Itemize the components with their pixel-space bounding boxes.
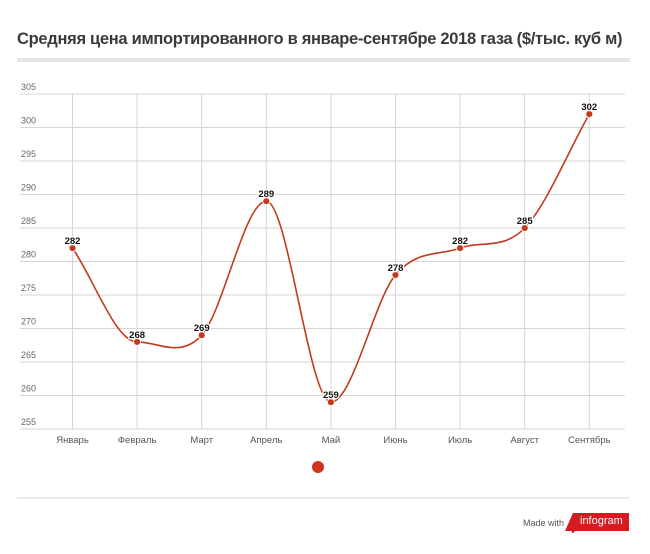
chart-title: Средняя цена импортированного в январе-с… xyxy=(17,30,623,48)
line-chart: 305 300 295 290 285 280 275 270 265 260 255 Январь Ф… xyxy=(20,82,625,446)
infogram-logo[interactable] xyxy=(565,513,629,533)
y-tick-label: 275 xyxy=(21,283,36,293)
made-with-label: Made with xyxy=(523,518,565,528)
y-tick-label: 280 xyxy=(21,250,36,260)
data-label: 289 xyxy=(258,189,274,200)
legend-marker[interactable] xyxy=(312,461,324,473)
x-tick-label: Август xyxy=(510,435,539,446)
data-label: 282 xyxy=(452,236,468,247)
data-label: 259 xyxy=(323,390,339,401)
y-tick-label: 300 xyxy=(21,116,36,126)
data-label: 278 xyxy=(388,263,404,274)
series-line xyxy=(71,113,590,404)
data-point xyxy=(197,331,206,340)
data-point xyxy=(391,270,400,279)
y-tick-label: 270 xyxy=(21,317,36,327)
y-tick-label: 265 xyxy=(21,350,36,360)
x-tick-label: Январь xyxy=(56,435,89,446)
y-tick-label: 285 xyxy=(21,216,36,226)
y-tick-label: 295 xyxy=(21,149,36,159)
data-label: 282 xyxy=(65,236,81,247)
x-tick-label: Сентябрь xyxy=(568,435,611,446)
infogram-brand[interactable]: infogram xyxy=(580,515,623,527)
data-point xyxy=(133,337,142,346)
y-tick-label: 305 xyxy=(21,82,36,92)
x-tick-label: Март xyxy=(190,435,213,446)
data-point xyxy=(68,244,77,253)
data-point xyxy=(520,224,529,232)
x-tick-label: Июль xyxy=(448,435,472,446)
data-point xyxy=(585,110,594,118)
data-label: 269 xyxy=(194,323,210,334)
y-tick-label: 260 xyxy=(21,384,36,394)
y-tick-label: 255 xyxy=(21,417,36,427)
data-label: 268 xyxy=(129,330,145,341)
y-tick-label: 290 xyxy=(21,183,36,193)
x-tick-label: Февраль xyxy=(118,435,157,446)
x-tick-label: Май xyxy=(322,435,341,446)
data-label: 285 xyxy=(517,216,534,227)
data-point xyxy=(326,398,335,407)
x-tick-label: Июнь xyxy=(383,435,407,446)
title-divider xyxy=(17,58,630,62)
data-point xyxy=(262,197,271,206)
data-label: 302 xyxy=(581,102,597,113)
data-point xyxy=(456,244,465,253)
footer-divider xyxy=(17,497,630,499)
x-tick-label: Апрель xyxy=(250,435,282,446)
